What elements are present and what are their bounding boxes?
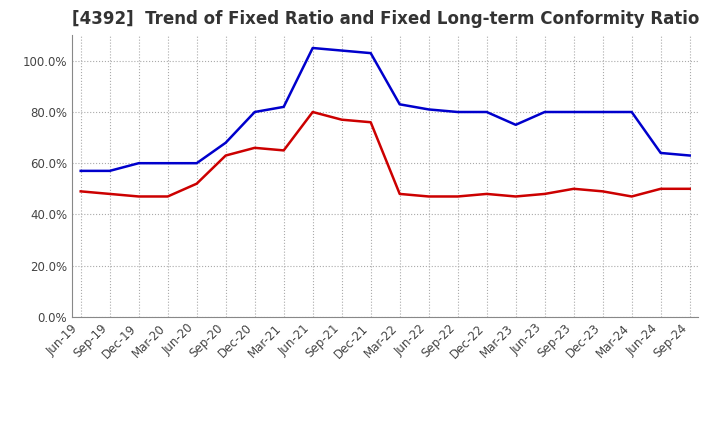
Fixed Long-term Conformity Ratio xyxy=(192,181,201,186)
Title: [4392]  Trend of Fixed Ratio and Fixed Long-term Conformity Ratio: [4392] Trend of Fixed Ratio and Fixed Lo… xyxy=(71,10,699,28)
Fixed Ratio xyxy=(251,110,259,115)
Fixed Ratio xyxy=(511,122,520,128)
Fixed Long-term Conformity Ratio xyxy=(598,189,607,194)
Fixed Long-term Conformity Ratio xyxy=(366,120,375,125)
Fixed Long-term Conformity Ratio xyxy=(163,194,172,199)
Fixed Long-term Conformity Ratio xyxy=(279,148,288,153)
Fixed Long-term Conformity Ratio xyxy=(308,110,317,115)
Fixed Ratio xyxy=(76,168,85,173)
Fixed Ratio xyxy=(135,161,143,166)
Fixed Long-term Conformity Ratio xyxy=(338,117,346,122)
Fixed Ratio xyxy=(541,110,549,115)
Fixed Ratio xyxy=(308,45,317,51)
Fixed Ratio xyxy=(395,102,404,107)
Fixed Ratio xyxy=(221,140,230,145)
Fixed Ratio xyxy=(366,51,375,56)
Fixed Ratio xyxy=(105,168,114,173)
Line: Fixed Ratio: Fixed Ratio xyxy=(81,48,690,171)
Fixed Long-term Conformity Ratio xyxy=(135,194,143,199)
Fixed Long-term Conformity Ratio xyxy=(685,186,694,191)
Fixed Ratio xyxy=(424,107,433,112)
Fixed Ratio xyxy=(598,110,607,115)
Fixed Ratio xyxy=(163,161,172,166)
Fixed Long-term Conformity Ratio xyxy=(570,186,578,191)
Fixed Long-term Conformity Ratio xyxy=(541,191,549,197)
Fixed Long-term Conformity Ratio xyxy=(454,194,462,199)
Fixed Long-term Conformity Ratio xyxy=(482,191,491,197)
Fixed Ratio xyxy=(338,48,346,53)
Fixed Ratio xyxy=(192,161,201,166)
Fixed Long-term Conformity Ratio xyxy=(627,194,636,199)
Fixed Long-term Conformity Ratio xyxy=(424,194,433,199)
Fixed Ratio xyxy=(482,110,491,115)
Fixed Long-term Conformity Ratio xyxy=(76,189,85,194)
Fixed Long-term Conformity Ratio xyxy=(221,153,230,158)
Fixed Ratio xyxy=(279,104,288,110)
Fixed Long-term Conformity Ratio xyxy=(511,194,520,199)
Fixed Long-term Conformity Ratio xyxy=(105,191,114,197)
Fixed Ratio xyxy=(685,153,694,158)
Fixed Long-term Conformity Ratio xyxy=(395,191,404,197)
Line: Fixed Long-term Conformity Ratio: Fixed Long-term Conformity Ratio xyxy=(81,112,690,197)
Fixed Ratio xyxy=(657,150,665,156)
Fixed Ratio xyxy=(570,110,578,115)
Fixed Ratio xyxy=(454,110,462,115)
Fixed Ratio xyxy=(627,110,636,115)
Fixed Long-term Conformity Ratio xyxy=(251,145,259,150)
Fixed Long-term Conformity Ratio xyxy=(657,186,665,191)
